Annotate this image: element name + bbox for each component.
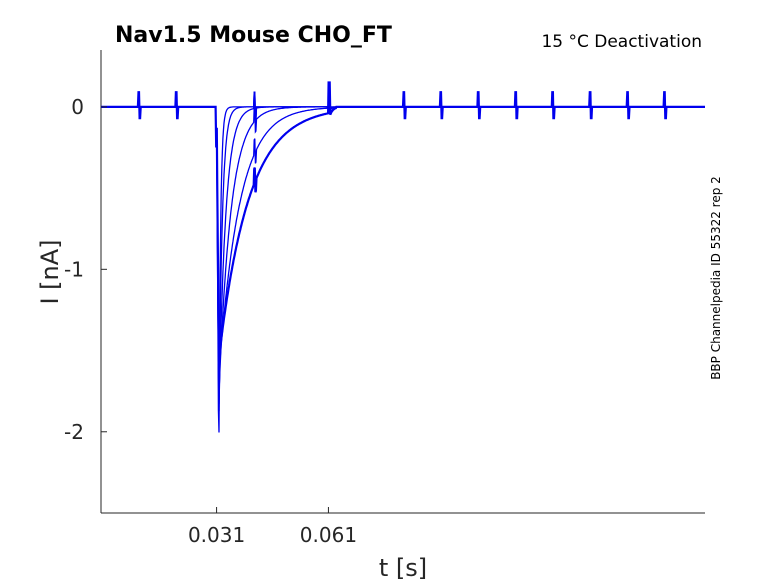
x-tick-label: 0.031 — [188, 523, 245, 547]
chart-title: Nav1.5 Mouse CHO_FT — [115, 23, 392, 48]
side-label: BBP Channelpedia ID 55322 rep 2 — [709, 176, 723, 380]
current-trace — [101, 81, 705, 373]
y-tick-label: -2 — [64, 420, 84, 444]
x-axis-label: t [s] — [379, 554, 427, 582]
x-ticks: 0.031 0.061 — [188, 507, 357, 547]
current-trace — [101, 81, 705, 404]
current-trace — [101, 81, 705, 358]
x-tick-label: 0.061 — [300, 523, 357, 547]
current-trace — [101, 81, 705, 433]
chart-subtitle: 15 °C Deactivation — [541, 32, 702, 52]
y-tick-label: -1 — [64, 257, 84, 281]
y-axis-label: I [nA] — [36, 239, 64, 304]
current-traces — [101, 81, 705, 433]
axes — [100, 50, 705, 514]
y-ticks: 0 -1 -2 — [64, 95, 107, 444]
y-tick-label: 0 — [71, 95, 84, 119]
current-trace — [101, 81, 705, 412]
current-trace — [101, 81, 705, 392]
